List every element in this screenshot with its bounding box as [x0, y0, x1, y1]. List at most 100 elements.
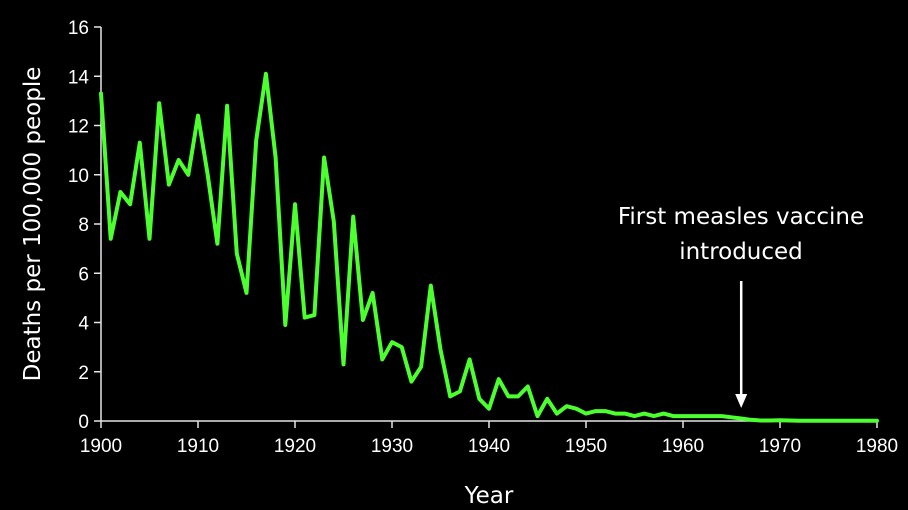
data-point [430, 284, 432, 287]
data-point [517, 395, 519, 398]
data-point [769, 419, 772, 422]
data-point [274, 156, 277, 159]
data-point [614, 412, 616, 415]
data-point [740, 417, 742, 420]
data-point [818, 419, 820, 422]
data-point [381, 358, 384, 361]
data-point [119, 191, 122, 193]
annotation-text-line: First measles vaccine [618, 204, 864, 230]
data-point [721, 415, 723, 417]
y-tick-label: 0 [78, 412, 89, 433]
data-point [187, 173, 190, 176]
data-point [672, 415, 675, 417]
data-point [556, 412, 558, 415]
data-point [536, 415, 539, 417]
x-axis-ticks: 1900 1910 1920 1930 1940 1950 1960 1970 1980 [80, 421, 898, 457]
x-tick-label: 1960 [662, 436, 704, 457]
data-point [730, 416, 733, 419]
x-tick-label: 1900 [80, 436, 122, 457]
y-axis-title: Deaths per 100,000 people [20, 67, 46, 382]
data-point [265, 72, 267, 75]
data-point [585, 412, 587, 415]
data-point [750, 418, 752, 421]
x-tick-label: 1970 [759, 436, 801, 457]
data-point [575, 407, 578, 410]
data-point [216, 242, 219, 245]
data-point [100, 92, 102, 95]
data-point [653, 415, 655, 417]
data-point [284, 324, 287, 326]
data-point [391, 341, 393, 344]
data-point [371, 292, 374, 294]
data-point [352, 215, 355, 218]
data-point [206, 173, 209, 176]
data-point [546, 398, 548, 400]
data-point [507, 395, 510, 398]
data-point [236, 252, 238, 255]
data-point [449, 395, 452, 398]
data-point [604, 410, 607, 412]
data-point [876, 419, 878, 422]
data-point [788, 419, 791, 422]
y-tick-label: 4 [78, 314, 89, 335]
y-tick-label: 16 [68, 18, 89, 39]
data-point [129, 203, 131, 206]
data-point [226, 105, 228, 107]
y-tick-label: 10 [68, 166, 89, 187]
data-point [478, 398, 481, 400]
x-tick-label: 1950 [565, 436, 607, 457]
data-point [798, 419, 801, 422]
series-points [100, 72, 878, 422]
data-point [682, 415, 684, 417]
data-point [691, 415, 694, 417]
data-point [323, 156, 325, 159]
data-point [303, 316, 306, 319]
y-tick-label: 2 [78, 363, 89, 384]
x-tick-label: 1930 [371, 436, 413, 457]
data-point [410, 380, 413, 383]
data-point [294, 203, 296, 206]
data-point [779, 419, 781, 422]
data-point [197, 114, 199, 117]
data-point [420, 366, 422, 368]
series-group [99, 71, 879, 423]
data-point [158, 102, 160, 105]
data-point [827, 419, 830, 422]
data-point [177, 159, 180, 161]
data-point [837, 419, 839, 422]
data-point [866, 419, 869, 422]
data-point [497, 378, 500, 380]
data-point [759, 419, 762, 422]
data-point [362, 319, 364, 321]
data-point [488, 407, 490, 410]
x-tick-label: 1910 [177, 436, 219, 457]
x-tick-label: 1940 [468, 436, 510, 457]
data-point [527, 385, 529, 388]
data-point [594, 410, 597, 412]
data-point [313, 314, 316, 316]
data-point [856, 419, 859, 422]
data-point [565, 405, 568, 408]
annotation-text-line: introduced [679, 239, 803, 265]
y-tick-label: 14 [68, 67, 90, 88]
data-point [711, 415, 713, 417]
annotation-arrow-head [735, 394, 748, 408]
annotation-group: First measles vaccine introduced [618, 204, 864, 408]
data-point [342, 363, 345, 366]
data-point [333, 220, 335, 223]
data-point [701, 415, 704, 417]
data-point [139, 141, 141, 144]
data-point [148, 237, 151, 240]
data-point [847, 419, 849, 422]
data-point [459, 390, 461, 393]
data-point [633, 415, 636, 417]
y-tick-label: 12 [68, 117, 89, 138]
data-point [400, 346, 403, 348]
data-point [808, 419, 810, 422]
data-point [109, 237, 112, 240]
data-point [439, 348, 442, 351]
data-point [643, 412, 645, 415]
x-tick-label: 1920 [274, 436, 316, 457]
y-tick-label: 6 [78, 264, 89, 285]
